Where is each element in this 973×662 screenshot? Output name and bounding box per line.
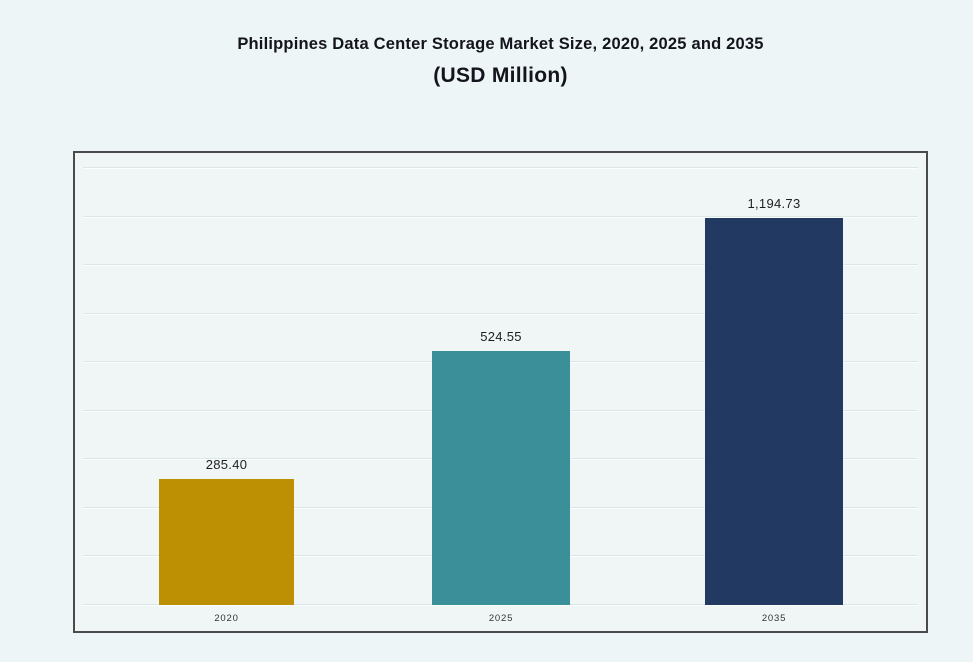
bar-2020 — [159, 479, 294, 605]
x-axis-label: 2035 — [761, 613, 787, 624]
gridline — [83, 312, 918, 315]
chart-frame: 285.40 2020 524.55 2025 1,194.73 2035 — [73, 151, 928, 633]
bar-value-label: 1,194.73 — [747, 196, 801, 211]
gridline — [83, 264, 918, 267]
bar-2025 — [432, 351, 570, 605]
chart-title: Philippines Data Center Storage Market S… — [237, 35, 764, 53]
x-axis-label: 2025 — [488, 613, 514, 624]
bar-2035 — [705, 218, 843, 605]
gridline — [83, 215, 918, 218]
x-axis-label: 2020 — [214, 613, 239, 624]
chart-subtitle: (USD Million) — [433, 63, 568, 87]
gridline — [83, 604, 918, 607]
bar-value-label: 524.55 — [480, 329, 522, 344]
plot-area: 285.40 2020 524.55 2025 1,194.73 2035 — [75, 153, 926, 631]
chart-title-block: Philippines Data Center Storage Market S… — [73, 34, 928, 88]
bar-value-label: 285.40 — [205, 457, 248, 472]
gridline — [83, 167, 918, 169]
